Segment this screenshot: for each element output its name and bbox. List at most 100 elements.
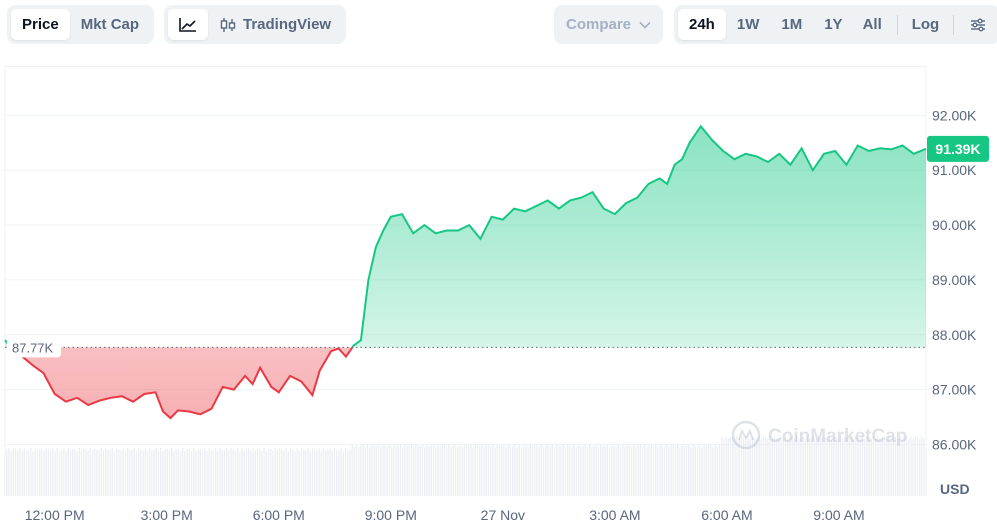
volume-bar: [25, 449, 28, 496]
volume-bar: [591, 445, 593, 496]
x-tick-label: 12:00 PM: [25, 507, 85, 523]
volume-bar: [254, 450, 256, 496]
volume-bar: [116, 448, 118, 496]
volume-bar: [562, 444, 564, 496]
volume-bar: [718, 445, 721, 496]
tab-price[interactable]: Price: [11, 9, 70, 40]
volume-bar: [767, 438, 769, 496]
volume-bar: [102, 450, 105, 496]
volume-bar: [846, 437, 848, 496]
volume-bar: [182, 448, 184, 496]
log-scale-button[interactable]: Log: [911, 16, 940, 33]
volume-bar: [109, 450, 111, 496]
volume-bar: [685, 445, 688, 496]
tradingview-button[interactable]: TradingView: [208, 9, 342, 40]
current-price-value: 91.39K: [935, 141, 980, 157]
volume-bar: [410, 444, 413, 496]
compare-label: Compare: [565, 16, 632, 33]
volume-bar: [635, 446, 637, 496]
volume-bar: [839, 436, 842, 496]
volume-bar: [177, 449, 179, 496]
line-chart-button[interactable]: [168, 9, 208, 40]
volume-bar: [369, 446, 371, 496]
volume-bar: [230, 448, 232, 496]
volume-bar: [538, 446, 540, 496]
volume-bar: [468, 446, 470, 496]
volume-bar: [135, 450, 138, 496]
volume-bar: [47, 450, 50, 496]
volume-bar: [611, 444, 613, 496]
volume-bar: [437, 444, 439, 496]
volume-bar: [637, 445, 639, 496]
tab-mkt-cap[interactable]: Mkt Cap: [80, 16, 140, 33]
range-all[interactable]: All: [862, 16, 882, 33]
volume-bar: [586, 446, 589, 496]
volume-bar: [589, 444, 591, 496]
range-24h[interactable]: 24h: [678, 9, 726, 40]
y-tick-label: 87.00K: [932, 382, 977, 398]
settings-button[interactable]: [960, 9, 996, 40]
volume-bar: [144, 448, 146, 496]
volume-bar: [168, 450, 171, 496]
price-area-down: [5, 347, 926, 419]
volume-bar: [14, 449, 17, 496]
volume-bar: [650, 445, 652, 496]
compare-dropdown[interactable]: Compare: [554, 5, 663, 44]
volume-bar: [349, 449, 351, 496]
y-tick-label: 90.00K: [932, 217, 977, 233]
volume-bar: [868, 437, 870, 496]
volume-bar: [340, 448, 342, 496]
volume-bar: [314, 449, 316, 496]
volume-bar: [408, 445, 410, 496]
volume-bar: [100, 448, 102, 496]
volume-bar: [567, 444, 569, 496]
volume-bar: [248, 448, 250, 496]
volume-bar: [903, 437, 905, 496]
volume-bar: [703, 444, 705, 496]
volume-bar: [199, 449, 201, 496]
volume-bar: [668, 446, 670, 496]
volume-bar: [789, 437, 791, 496]
volume-bar: [386, 446, 388, 496]
volume-bar: [615, 445, 617, 496]
volume-bar: [384, 445, 386, 496]
volume-bar: [525, 444, 527, 496]
volume-bar: [151, 450, 153, 496]
volume-bar: [430, 445, 432, 496]
volume-bar: [320, 450, 322, 496]
volume-bar: [441, 445, 443, 496]
volume-bar: [624, 446, 626, 496]
range-1y[interactable]: 1Y: [824, 16, 843, 33]
volume-bar: [188, 449, 190, 496]
candlestick-icon: [219, 17, 237, 33]
volume-bar: [529, 444, 531, 496]
volume-bar: [837, 438, 839, 496]
volume-bar: [540, 444, 542, 496]
volume-bar: [670, 444, 672, 496]
volume-bar: [872, 436, 875, 496]
volume-bar: [228, 450, 230, 496]
volume-bar: [250, 450, 252, 496]
volume-bar: [195, 450, 197, 496]
volume-bar: [296, 448, 298, 496]
volume-bar: [630, 446, 633, 496]
volume-bar: [547, 445, 549, 496]
volume-bar: [89, 448, 91, 496]
x-tick-label: 9:00 PM: [365, 507, 417, 523]
volume-bar: [628, 444, 630, 496]
volume-bar: [745, 438, 747, 496]
volume-bar: [342, 450, 344, 496]
volume-bar: [507, 444, 509, 496]
volume-bar: [659, 444, 661, 496]
volume-bar: [699, 444, 701, 496]
volume-bar: [318, 448, 320, 496]
volume-bar: [595, 444, 597, 496]
chart-type-tabs: TradingView: [164, 5, 347, 44]
volume-bar: [833, 436, 835, 496]
range-1w[interactable]: 1W: [736, 16, 760, 33]
volume-bar: [309, 450, 311, 496]
volume-bar: [701, 446, 703, 496]
range-1m[interactable]: 1M: [781, 16, 803, 33]
volume-bar: [461, 446, 463, 496]
